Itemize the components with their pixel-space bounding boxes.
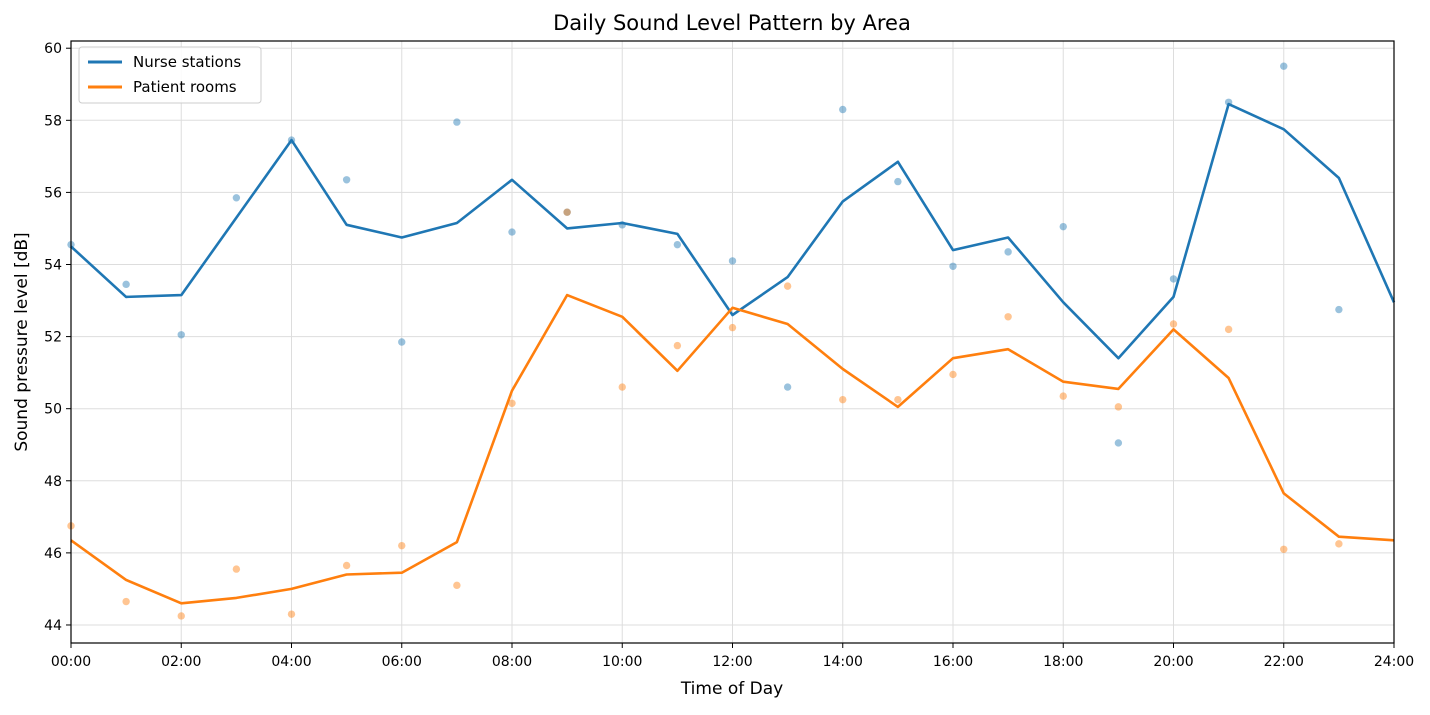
data-point xyxy=(508,399,516,407)
data-point xyxy=(177,612,185,620)
x-tick-label: 04:00 xyxy=(271,654,311,670)
x-tick-label: 06:00 xyxy=(382,654,422,670)
data-point xyxy=(673,341,682,350)
data-point xyxy=(618,383,626,391)
legend: Nurse stations Patient rooms xyxy=(78,46,262,104)
data-point xyxy=(783,383,792,391)
data-point xyxy=(1169,275,1178,283)
data-point xyxy=(508,228,516,236)
x-axis-label: Time of Day xyxy=(680,679,783,699)
x-tick-label: 24:00 xyxy=(1374,654,1414,670)
legend-label-patient-rooms: Patient rooms xyxy=(133,78,237,96)
y-axis-label: Sound pressure level [dB] xyxy=(12,232,32,451)
data-point xyxy=(342,176,351,184)
data-point xyxy=(1004,313,1012,321)
x-tick-label: 10:00 xyxy=(602,654,642,670)
y-tick-label: 58 xyxy=(44,113,62,129)
data-point xyxy=(122,280,130,289)
y-tick-label: 52 xyxy=(44,330,62,346)
data-point xyxy=(1169,320,1178,328)
data-point xyxy=(894,177,902,186)
chart-title: Daily Sound Level Pattern by Area xyxy=(553,11,911,35)
data-point xyxy=(1224,325,1233,334)
series-points-patient-rooms xyxy=(67,208,1343,620)
data-point xyxy=(122,597,130,606)
plot-marks xyxy=(67,62,1396,620)
x-tick-label: 22:00 xyxy=(1264,654,1304,670)
grid xyxy=(70,41,1395,643)
data-point xyxy=(728,257,737,265)
x-tick-label: 08:00 xyxy=(492,654,532,670)
series-line-nurse-stations xyxy=(70,102,1396,360)
y-tick-label: 44 xyxy=(44,618,62,634)
data-point xyxy=(1114,403,1123,411)
data-point xyxy=(783,282,792,290)
y-tick-label: 50 xyxy=(44,402,62,418)
data-point xyxy=(728,323,737,332)
data-point xyxy=(232,565,241,573)
data-point xyxy=(1335,305,1343,314)
data-point xyxy=(949,370,957,379)
x-tick-label: 16:00 xyxy=(933,654,973,670)
data-point xyxy=(894,395,902,404)
data-point xyxy=(839,395,847,404)
data-point xyxy=(453,581,461,590)
x-tick-label: 12:00 xyxy=(712,654,752,670)
data-point xyxy=(1280,62,1288,70)
data-point xyxy=(1114,439,1123,447)
y-tick-label: 46 xyxy=(44,546,62,562)
data-point xyxy=(232,194,241,202)
data-point xyxy=(673,240,682,249)
data-point xyxy=(839,105,847,114)
x-axis-ticks: 00:00 02:00 04:00 06:00 08:00 10:00 12:00 14:00… xyxy=(51,643,1414,670)
y-tick-label: 56 xyxy=(44,185,62,201)
x-tick-label: 02:00 xyxy=(161,654,201,670)
y-tick-label: 60 xyxy=(44,41,62,57)
data-point xyxy=(563,208,571,216)
data-point xyxy=(1059,222,1067,231)
data-point xyxy=(453,118,461,126)
data-point xyxy=(342,561,351,570)
data-point xyxy=(177,331,185,339)
data-point xyxy=(563,208,571,216)
data-point xyxy=(1280,545,1288,553)
data-point xyxy=(1059,392,1067,400)
y-tick-label: 48 xyxy=(44,474,62,490)
x-tick-label: 20:00 xyxy=(1153,654,1193,670)
data-point xyxy=(287,610,296,618)
x-tick-label: 00:00 xyxy=(51,654,91,670)
data-point xyxy=(1335,540,1343,548)
data-point xyxy=(949,262,957,270)
x-tick-label: 14:00 xyxy=(823,654,863,670)
y-axis-ticks: 44 46 48 50 52 54 56 58 60 xyxy=(44,41,71,634)
data-point xyxy=(398,541,406,550)
data-point xyxy=(398,338,406,346)
x-tick-label: 18:00 xyxy=(1043,654,1083,670)
series-line-patient-rooms xyxy=(70,293,1395,605)
data-point xyxy=(1004,248,1012,256)
y-tick-label: 54 xyxy=(44,257,62,273)
legend-box xyxy=(78,46,262,104)
legend-label-nurse-stations: Nurse stations xyxy=(133,53,241,71)
